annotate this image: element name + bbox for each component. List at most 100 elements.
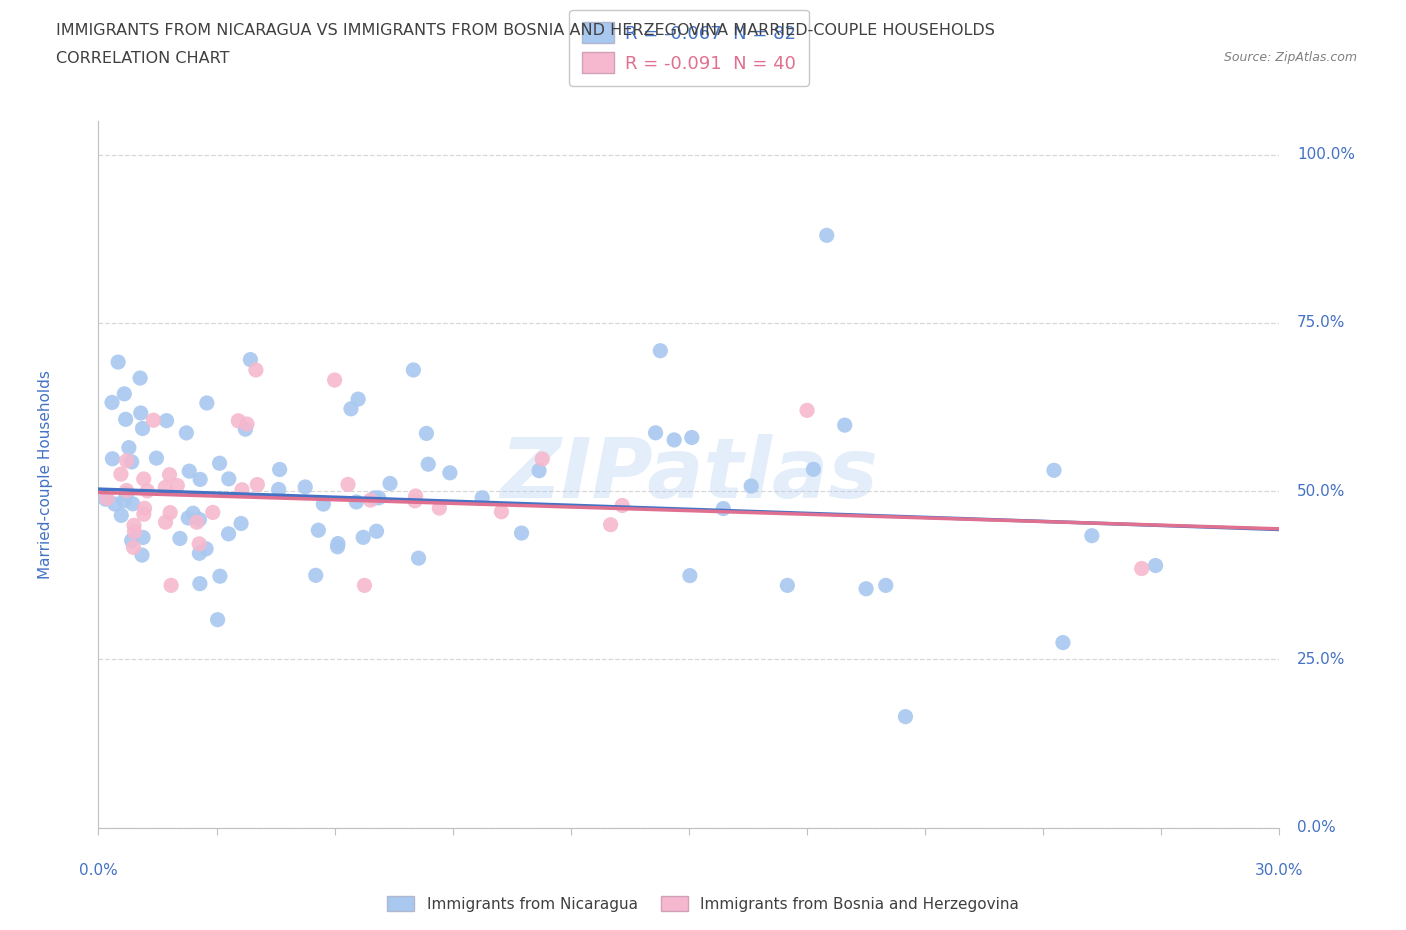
Point <box>121 455 143 470</box>
Point <box>112 493 135 508</box>
Point <box>121 497 143 512</box>
Point <box>155 413 177 428</box>
Point <box>427 500 450 515</box>
Point <box>404 494 426 509</box>
Point <box>245 363 267 378</box>
Text: 25.0%: 25.0% <box>1298 652 1346 667</box>
Point <box>145 451 167 466</box>
Point <box>834 418 856 432</box>
Point <box>94 492 117 507</box>
Point <box>132 472 155 486</box>
Point <box>195 541 218 556</box>
Point <box>363 490 385 505</box>
Point <box>305 568 328 583</box>
Point <box>246 477 269 492</box>
Point <box>855 581 877 596</box>
Point <box>115 453 138 468</box>
Point <box>326 539 349 554</box>
Point <box>471 490 494 505</box>
Point <box>166 478 188 493</box>
Text: IMMIGRANTS FROM NICARAGUA VS IMMIGRANTS FROM BOSNIA AND HERZEGOVINA MARRIED-COUP: IMMIGRANTS FROM NICARAGUA VS IMMIGRANTS … <box>56 23 995 38</box>
Point <box>201 505 224 520</box>
Text: 50.0%: 50.0% <box>1298 484 1346 498</box>
Point <box>110 467 132 482</box>
Point <box>142 413 165 428</box>
Point <box>408 551 430 565</box>
Point <box>177 511 200 525</box>
Point <box>294 480 316 495</box>
Point <box>323 373 346 388</box>
Point <box>353 578 375 592</box>
Text: ZIPatlas: ZIPatlas <box>501 433 877 515</box>
Point <box>134 501 156 516</box>
Point <box>131 421 153 436</box>
Point <box>155 480 177 495</box>
Point <box>307 523 329 538</box>
Point <box>112 386 135 401</box>
Point <box>179 464 201 479</box>
Point <box>531 452 554 467</box>
Point <box>132 530 155 545</box>
Point <box>186 515 208 530</box>
Point <box>1081 528 1104 543</box>
Point <box>181 506 204 521</box>
Text: Source: ZipAtlas.com: Source: ZipAtlas.com <box>1223 51 1357 64</box>
Point <box>101 395 124 410</box>
Text: 75.0%: 75.0% <box>1298 315 1346 330</box>
Point <box>236 417 259 432</box>
Point <box>418 457 440 472</box>
Point <box>229 516 252 531</box>
Point <box>115 483 138 498</box>
Text: Married-couple Households: Married-couple Households <box>38 370 53 578</box>
Point <box>366 524 388 538</box>
Point <box>1043 463 1066 478</box>
Point <box>405 488 427 503</box>
Point <box>101 451 124 466</box>
Point <box>228 413 250 428</box>
Point <box>155 514 177 529</box>
Point <box>679 568 702 583</box>
Point <box>188 512 211 527</box>
Point <box>815 228 838 243</box>
Point <box>803 462 825 477</box>
Point <box>681 430 703 445</box>
Point <box>239 352 262 367</box>
Point <box>159 467 181 482</box>
Text: 0.0%: 0.0% <box>79 863 118 878</box>
Point <box>644 425 666 440</box>
Point <box>711 501 734 516</box>
Text: 30.0%: 30.0% <box>1256 863 1303 878</box>
Point <box>491 504 513 519</box>
Point <box>115 486 138 501</box>
Point <box>402 363 425 378</box>
Point <box>160 578 183 592</box>
Point <box>662 432 685 447</box>
Point <box>110 508 132 523</box>
Point <box>510 525 533 540</box>
Point <box>169 531 191 546</box>
Point <box>439 465 461 480</box>
Point <box>176 425 198 440</box>
Point <box>122 540 145 555</box>
Point <box>740 479 762 494</box>
Point <box>218 526 240 541</box>
Point <box>269 462 291 477</box>
Point <box>188 537 211 551</box>
Point <box>107 354 129 369</box>
Point <box>96 491 118 506</box>
Point <box>599 517 621 532</box>
Point <box>195 395 218 410</box>
Point <box>527 463 550 478</box>
Point <box>776 578 799 592</box>
Point <box>188 472 211 486</box>
Point <box>104 497 127 512</box>
Point <box>114 412 136 427</box>
Point <box>612 498 634 513</box>
Point <box>337 477 360 492</box>
Point <box>188 577 211 591</box>
Point <box>344 495 367 510</box>
Point <box>340 402 363 417</box>
Point <box>360 493 382 508</box>
Point <box>118 440 141 455</box>
Point <box>136 484 159 498</box>
